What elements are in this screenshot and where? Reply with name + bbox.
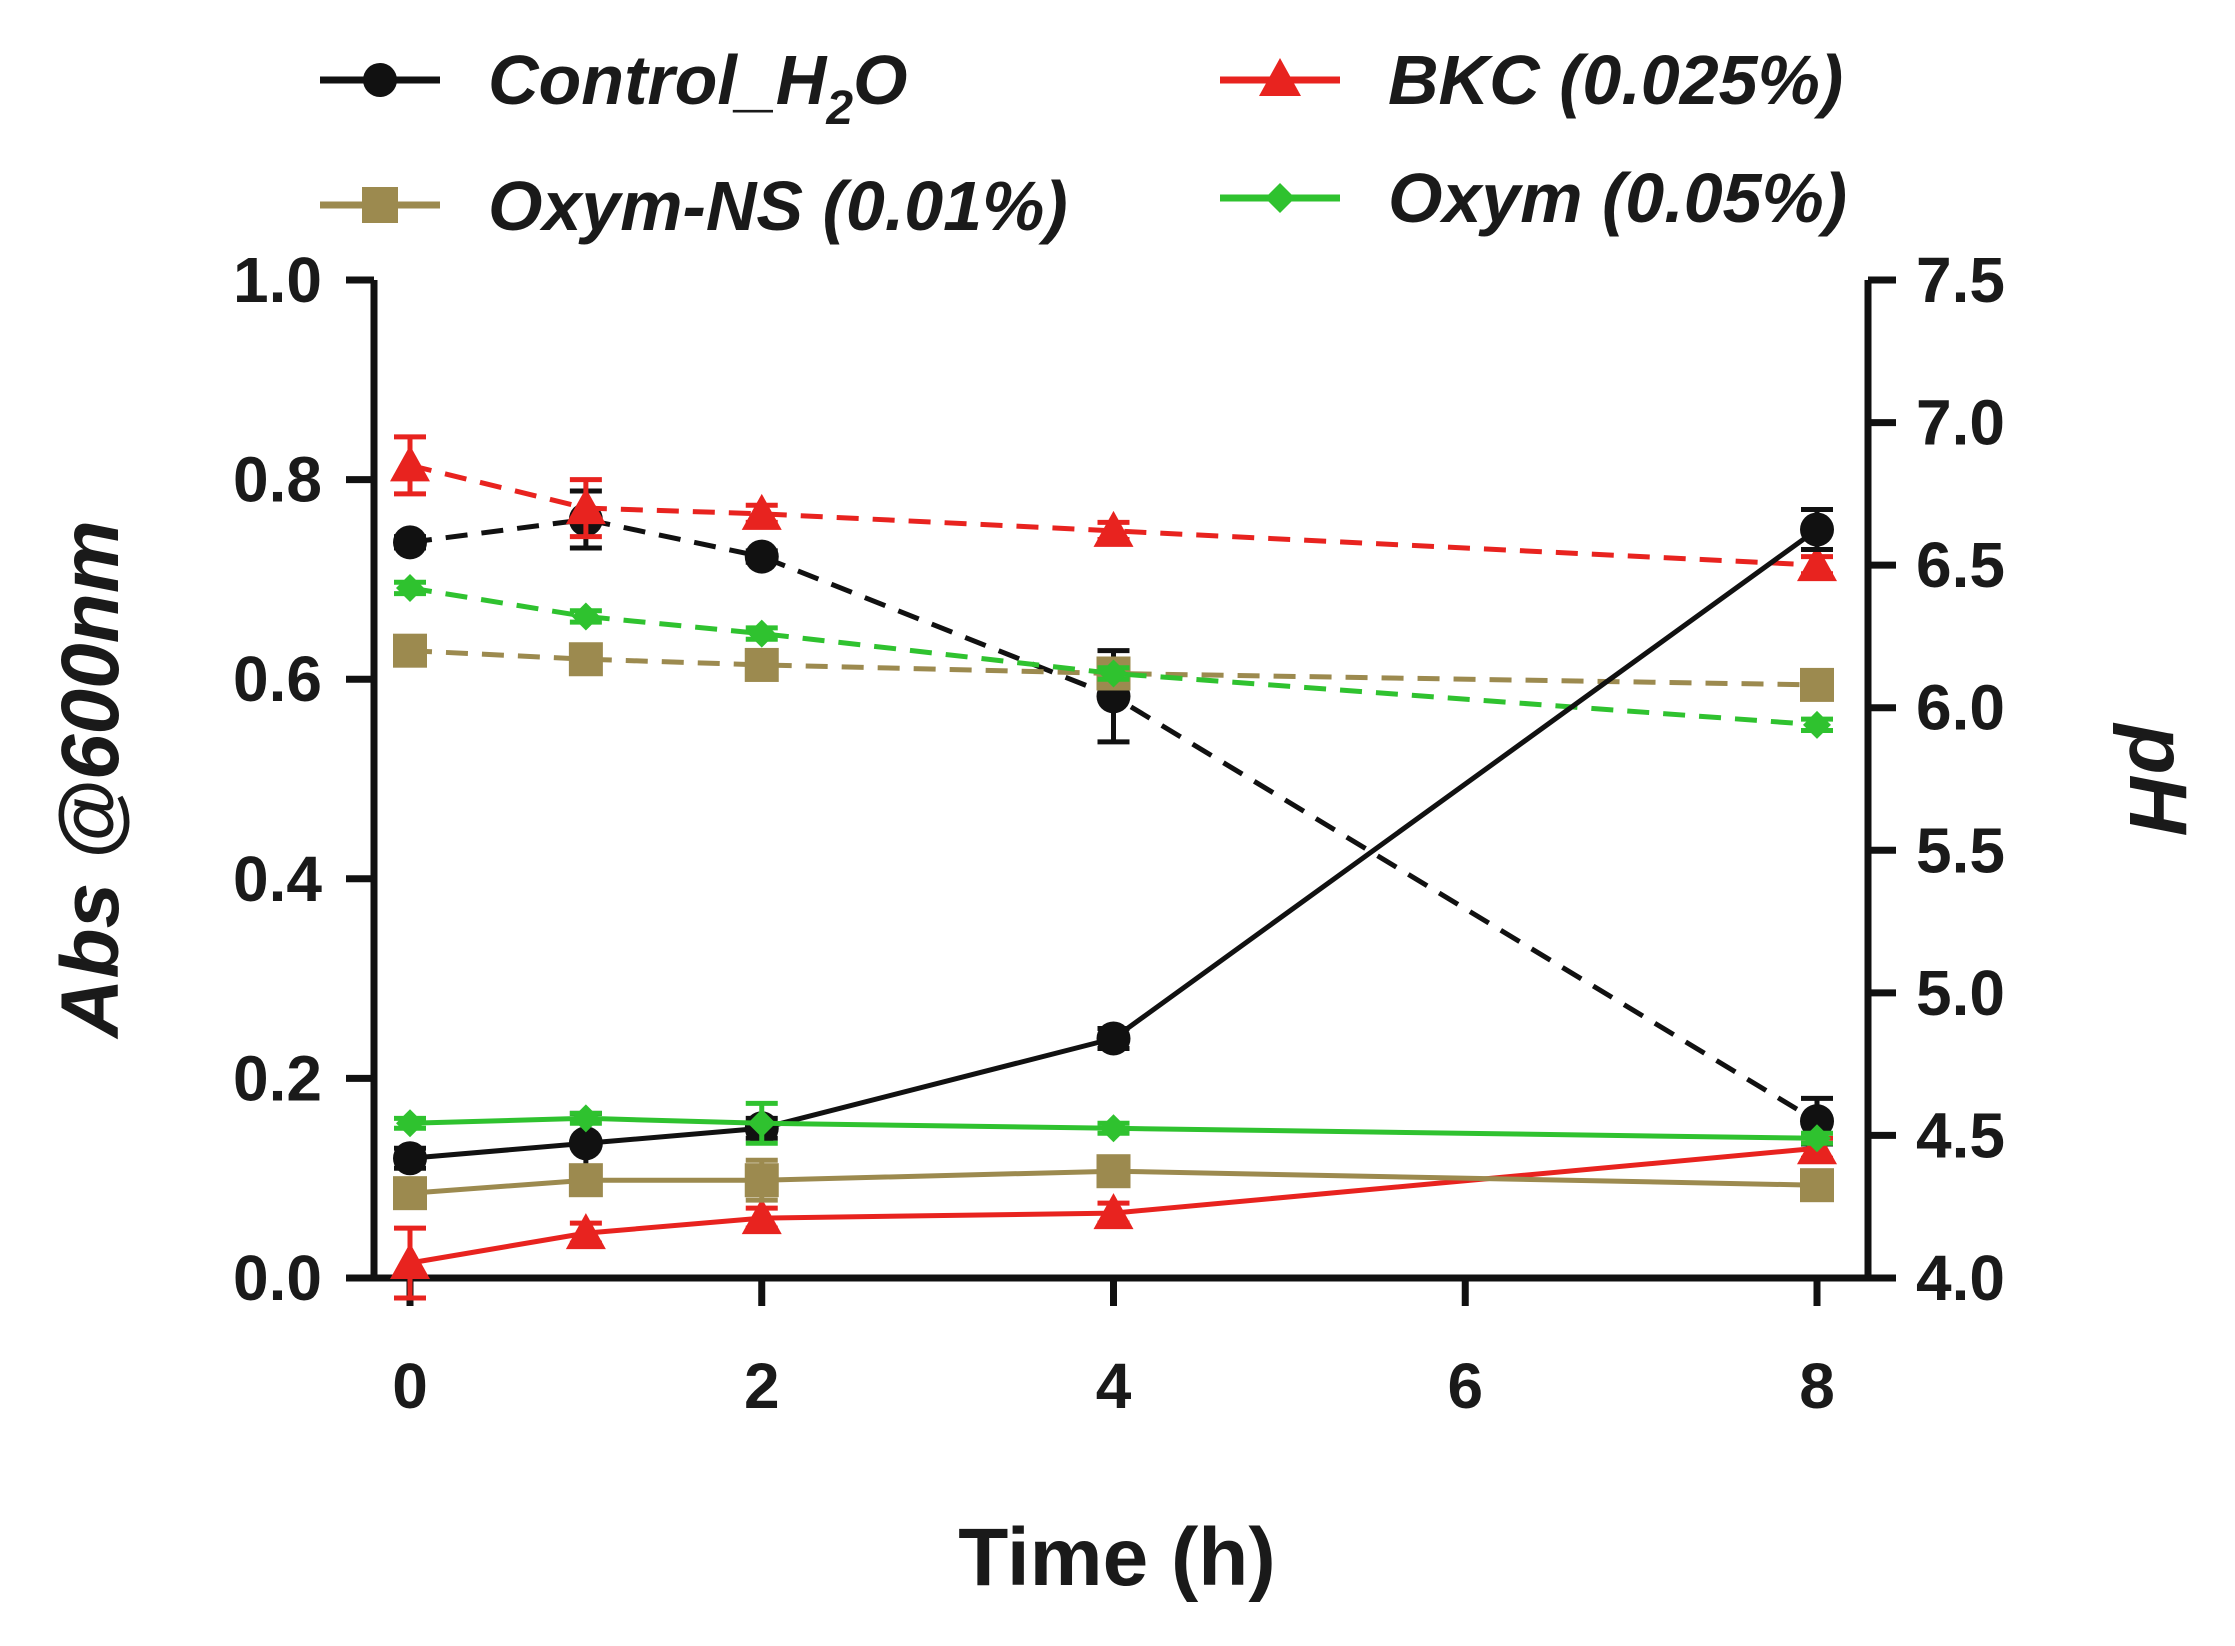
y-left-tick-label: 0.4 (233, 843, 322, 915)
data-point (396, 573, 424, 602)
legend: Control_H2O BKC (0.025%) Oxym-NS (0.01%)… (320, 41, 1847, 245)
data-point (390, 1243, 430, 1280)
data-point (1800, 1168, 1834, 1203)
series-line (409, 585, 1818, 728)
data-point (1800, 667, 1834, 702)
y-right-tick-label: 4.0 (1916, 1242, 2005, 1314)
data-point (1099, 1114, 1128, 1143)
y-left-tick-label: 0.0 (233, 1242, 322, 1314)
data-point (565, 488, 606, 525)
plot-area (390, 434, 1837, 1301)
x-tick-label: 6 (1447, 1350, 1483, 1422)
data-point (1096, 1021, 1131, 1056)
x-ticks: 0 2 4 6 8 (392, 1278, 1835, 1422)
y-right-tick-label: 6.0 (1916, 672, 2005, 744)
y-left-tick-label: 0.8 (233, 444, 322, 516)
y-right-tick-label: 5.0 (1916, 957, 2005, 1029)
legend-marker-oxym-ns (362, 187, 398, 223)
series-line (409, 462, 1818, 568)
data-point (1099, 659, 1128, 688)
series-control-h2o (393, 507, 1834, 1176)
data-point (1800, 512, 1834, 547)
y-right-tick-label: 7.0 (1916, 387, 2005, 459)
legend-entry-oxym: Oxym (0.05%) (1220, 159, 1847, 237)
series-oxym-0-05 (394, 1100, 1833, 1153)
series-line (409, 648, 1818, 688)
data-point (396, 1109, 424, 1138)
axes: 0 2 4 6 8 0.0 0.2 0.4 0.6 0.8 1.0 4.0 4.5 5.0 5.5 6.0… (233, 244, 2005, 1422)
series-oxym-ns-0-01-ph (393, 633, 1834, 702)
series-bkc-0-025-ph (390, 434, 1837, 582)
y-left-tick-label: 0.6 (233, 643, 322, 715)
x-tick-label: 2 (744, 1350, 780, 1422)
series-bkc-0-025 (390, 1128, 1837, 1301)
y-right-ticks: 4.0 4.5 5.0 5.5 6.0 6.5 7.0 7.5 (1868, 244, 2005, 1314)
data-point (1096, 1154, 1131, 1189)
legend-label-bkc: BKC (0.025%) (1388, 41, 1843, 119)
legend-entry-oxym-ns: Oxym-NS (0.01%) (320, 167, 1068, 245)
data-point (1800, 1104, 1834, 1139)
legend-marker-control (363, 63, 397, 97)
data-point (747, 619, 776, 648)
y-right-tick-label: 4.5 (1916, 1099, 2005, 1171)
legend-label-oxym: Oxym (0.05%) (1388, 159, 1847, 237)
x-tick-label: 0 (392, 1350, 428, 1422)
data-point (393, 1141, 427, 1176)
data-point (1093, 510, 1134, 547)
data-point (1803, 710, 1831, 739)
data-point (393, 1176, 427, 1211)
y-axis-right-title: pH (2112, 722, 2203, 835)
x-axis-title: Time (h) (958, 1512, 1275, 1603)
y-axis-left-title: Abs @600nm (45, 520, 136, 1039)
data-point (744, 1163, 779, 1198)
y-right-tick-label: 7.5 (1916, 244, 2005, 316)
data-point (571, 602, 600, 631)
data-point (741, 1198, 782, 1235)
x-tick-label: 8 (1799, 1350, 1835, 1422)
series-oxym-ns-0-01 (393, 1154, 1834, 1211)
data-point (1093, 1193, 1134, 1230)
data-point (571, 1104, 600, 1133)
y-left-ticks: 0.0 0.2 0.4 0.6 0.8 1.0 (233, 244, 374, 1314)
data-point (744, 539, 779, 574)
legend-marker-bkc (1259, 58, 1301, 96)
data-point (1803, 1124, 1831, 1153)
series-oxym-0-05-ph (394, 573, 1833, 739)
x-tick-label: 4 (1096, 1350, 1132, 1422)
legend-label-oxym-ns: Oxym-NS (0.01%) (488, 167, 1068, 245)
data-point (747, 1109, 776, 1138)
y-right-tick-label: 5.5 (1916, 814, 2005, 886)
y-left-tick-label: 1.0 (233, 244, 322, 316)
data-point (1797, 545, 1837, 582)
y-left-tick-label: 0.2 (233, 1042, 322, 1114)
data-point (393, 633, 427, 668)
legend-label-control: Control_H2O (488, 41, 907, 135)
data-point (568, 1163, 603, 1198)
legend-entry-bkc: BKC (0.025%) (1220, 41, 1843, 119)
data-point (565, 1213, 606, 1250)
data-point (741, 493, 782, 530)
series-line (409, 517, 1819, 1124)
data-point (568, 642, 603, 677)
legend-entry-control: Control_H2O (320, 41, 907, 135)
data-point (393, 525, 427, 560)
series-line (409, 527, 1819, 1161)
data-point (744, 647, 779, 682)
data-point (568, 1126, 603, 1161)
y-right-tick-label: 6.5 (1916, 529, 2005, 601)
legend-marker-oxym (1265, 183, 1295, 213)
data-point (390, 445, 430, 482)
